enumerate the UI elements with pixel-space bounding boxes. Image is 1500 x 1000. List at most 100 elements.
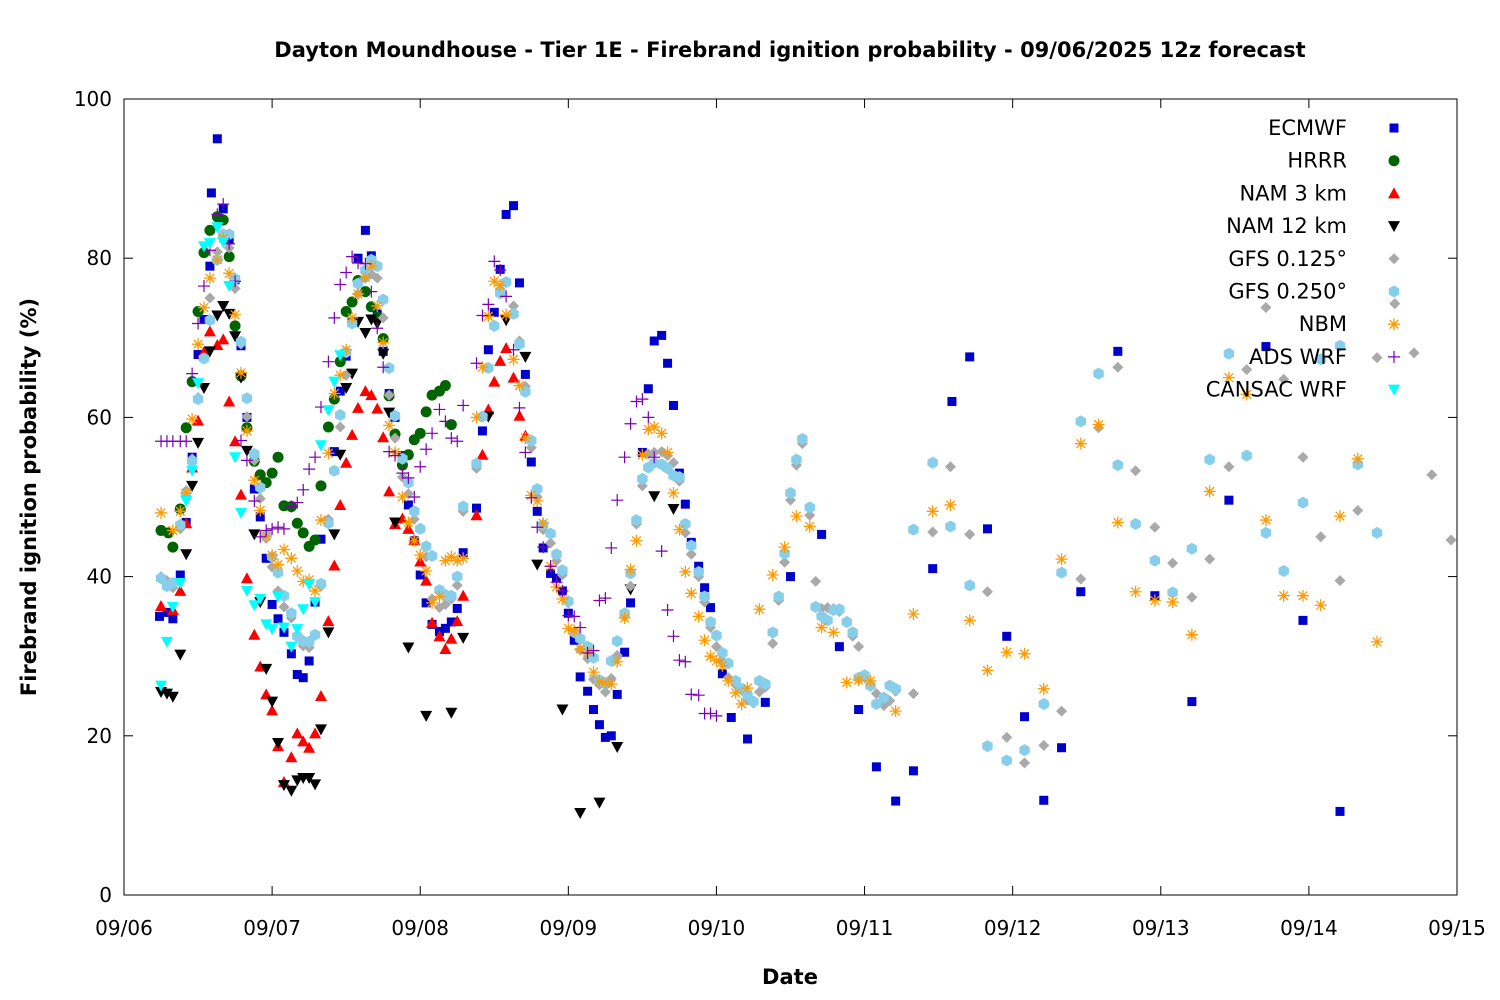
point-nam-12-km bbox=[383, 407, 396, 419]
point-gfs-0-250 bbox=[241, 392, 253, 405]
point-gfs-0-125 bbox=[371, 272, 383, 284]
point-nbm bbox=[642, 423, 655, 436]
point-nbm bbox=[531, 494, 544, 507]
point-ecmwf bbox=[452, 603, 462, 613]
point-ecmwf bbox=[205, 261, 215, 271]
point-gfs-0-250 bbox=[908, 523, 919, 536]
point-ecmwf bbox=[168, 614, 178, 624]
point-ecmwf bbox=[292, 670, 302, 680]
point-gfs-0-125 bbox=[383, 389, 395, 401]
legend-marker-ecmwf bbox=[1389, 123, 1399, 133]
point-cansac-wrf bbox=[203, 238, 216, 250]
point-ecmwf bbox=[526, 457, 536, 467]
legend-marker-gfs-0-125 bbox=[1388, 253, 1400, 265]
point-ecmwf bbox=[606, 731, 616, 741]
point-gfs-0-125 bbox=[525, 442, 537, 454]
point-gfs-0-125 bbox=[767, 637, 779, 649]
legend-label: NAM 3 km bbox=[1239, 181, 1347, 205]
point-gfs-0-125 bbox=[278, 601, 290, 613]
point-nbm bbox=[507, 353, 520, 366]
point-ads-wrf bbox=[482, 298, 495, 311]
point-ecmwf bbox=[509, 201, 519, 211]
point-ads-wrf bbox=[673, 654, 686, 667]
legend-label: CANSAC WRF bbox=[1206, 378, 1347, 402]
point-nam-12-km bbox=[648, 491, 661, 503]
point-cansac-wrf bbox=[285, 641, 298, 653]
point-nbm bbox=[778, 541, 791, 554]
point-ecmwf bbox=[817, 529, 827, 539]
point-nam-12-km bbox=[192, 437, 205, 449]
point-nbm bbox=[630, 534, 643, 547]
point-ecmwf bbox=[834, 642, 844, 652]
point-ads-wrf bbox=[692, 689, 705, 702]
point-ecmwf bbox=[649, 336, 659, 346]
point-gfs-0-125 bbox=[810, 575, 822, 587]
point-ecmwf bbox=[360, 225, 370, 235]
point-cansac-wrf bbox=[186, 465, 199, 477]
point-nam-3-km bbox=[174, 584, 187, 596]
point-cansac-wrf bbox=[235, 507, 248, 519]
point-ecmwf bbox=[415, 570, 425, 580]
point-gfs-0-250 bbox=[1093, 367, 1104, 380]
point-nbm bbox=[568, 624, 581, 637]
point-ads-wrf bbox=[630, 395, 643, 408]
point-nbm bbox=[197, 301, 210, 314]
point-gfs-0-250 bbox=[471, 457, 482, 470]
point-nbm bbox=[790, 510, 803, 523]
point-nam-12-km bbox=[389, 517, 402, 529]
point-nbm bbox=[926, 505, 939, 518]
point-hrrr bbox=[315, 480, 327, 492]
x-tick-label: 09/13 bbox=[1132, 916, 1190, 940]
point-cansac-wrf bbox=[217, 237, 230, 249]
point-ads-wrf bbox=[624, 417, 637, 430]
point-nam-12-km bbox=[402, 642, 415, 654]
point-gfs-0-125 bbox=[334, 421, 346, 433]
point-ecmwf bbox=[663, 358, 673, 368]
point-gfs-0-250 bbox=[1204, 453, 1215, 466]
point-nam-3-km bbox=[439, 643, 452, 655]
point-hrrr bbox=[309, 534, 321, 546]
point-gfs-0-125 bbox=[1389, 298, 1401, 310]
point-gfs-0-125 bbox=[241, 411, 253, 423]
legend-marker-nam-12-km bbox=[1388, 221, 1400, 233]
point-gfs-0-250 bbox=[551, 548, 562, 561]
point-ecmwf bbox=[620, 647, 630, 657]
point-gfs-0-125 bbox=[1445, 534, 1457, 546]
point-ecmwf bbox=[643, 384, 653, 394]
point-ecmwf bbox=[1057, 743, 1067, 753]
point-nam-12-km bbox=[556, 704, 569, 716]
point-cansac-wrf bbox=[322, 405, 335, 417]
point-nam-3-km bbox=[322, 615, 335, 627]
point-nam-3-km bbox=[248, 628, 261, 640]
point-ecmwf bbox=[489, 307, 499, 317]
point-gfs-0-125 bbox=[389, 432, 401, 444]
point-nam-3-km bbox=[488, 375, 501, 387]
point-ads-wrf bbox=[618, 451, 631, 464]
point-nam-3-km bbox=[352, 401, 365, 413]
point-gfs-0-125 bbox=[1371, 352, 1383, 364]
legend-label: NBM bbox=[1299, 312, 1347, 336]
legend-item-gfs-0-250: GFS 0.250° bbox=[1228, 280, 1400, 304]
point-gfs-0-125 bbox=[1112, 361, 1124, 373]
point-cansac-wrf bbox=[277, 622, 290, 634]
point-nam-3-km bbox=[365, 389, 378, 401]
point-nbm bbox=[272, 558, 285, 571]
point-cansac-wrf bbox=[266, 624, 279, 636]
point-ecmwf bbox=[501, 209, 511, 219]
point-nam-3-km bbox=[494, 354, 507, 366]
point-hrrr bbox=[445, 419, 457, 431]
point-nbm bbox=[889, 705, 902, 718]
point-gfs-0-250 bbox=[1223, 347, 1235, 360]
point-gfs-0-250 bbox=[1260, 526, 1272, 539]
point-ecmwf bbox=[162, 607, 172, 617]
point-nbm bbox=[211, 253, 224, 266]
point-nbm bbox=[297, 575, 310, 588]
point-gfs-0-125 bbox=[1334, 575, 1346, 587]
point-ads-wrf bbox=[710, 709, 723, 722]
point-nam-3-km bbox=[303, 741, 316, 753]
point-nam-3-km bbox=[470, 509, 483, 521]
point-gfs-0-125 bbox=[1001, 731, 1013, 743]
point-cansac-wrf bbox=[291, 624, 304, 636]
point-ads-wrf bbox=[519, 446, 532, 459]
point-cansac-wrf bbox=[160, 636, 173, 648]
